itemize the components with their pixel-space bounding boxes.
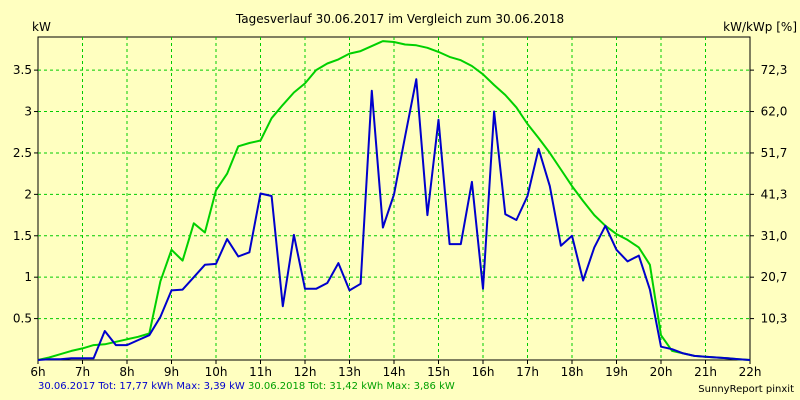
x-tick-label: 20h bbox=[650, 365, 673, 379]
x-tick-label: 11h bbox=[249, 365, 272, 379]
x-tick-label: 19h bbox=[605, 365, 628, 379]
y-right-tick-label: 72,3 bbox=[761, 63, 788, 77]
y-right-tick-label: 10,3 bbox=[761, 312, 788, 326]
y-right-tick-label: 51,7 bbox=[761, 146, 788, 160]
y-left-tick-label: 3.5 bbox=[13, 63, 32, 77]
series-line-30.06.2018 bbox=[37, 40, 751, 361]
x-tick-label: 13h bbox=[338, 365, 361, 379]
y-axis-left-label: kW bbox=[32, 20, 51, 34]
y-right-tick-label: 20,7 bbox=[761, 270, 788, 284]
x-tick-label: 7h bbox=[75, 365, 90, 379]
tick-labels: 6h 7h 8h 9h 10h 11h 12h 13h 14h 15h 16h 17h 18h 19h 20… bbox=[13, 63, 787, 379]
x-tick-label: 12h bbox=[294, 365, 317, 379]
series-line-30.06.2017 bbox=[37, 78, 751, 361]
y-right-tick-label: 41,3 bbox=[761, 187, 788, 201]
y-right-tick-label: 31,0 bbox=[761, 229, 788, 243]
x-tick-label: 17h bbox=[516, 365, 539, 379]
y-left-tick-label: 2 bbox=[24, 187, 32, 201]
x-tick-label: 16h bbox=[472, 365, 495, 379]
legend-entry-2018: 30.06.2018 Tot: 31,42 kWh Max: 3,86 kW bbox=[247, 381, 455, 392]
legend-footer: 30.06.2017 Tot: 17,77 kWh Max: 3,39 kW 3… bbox=[38, 381, 455, 393]
y-right-tick-label: 62,0 bbox=[761, 105, 788, 119]
y-left-tick-label: 1.5 bbox=[13, 229, 32, 243]
x-tick-label: 10h bbox=[205, 365, 228, 379]
x-tick-label: 6h bbox=[30, 365, 45, 379]
x-tick-label: 14h bbox=[383, 365, 406, 379]
chart-title: Tagesverlauf 30.06.2017 im Vergleich zum… bbox=[235, 12, 564, 26]
x-tick-label: 21h bbox=[694, 365, 717, 379]
y-left-tick-label: 3 bbox=[24, 105, 32, 119]
x-tick-label: 22h bbox=[739, 365, 762, 379]
plot-area bbox=[37, 36, 751, 361]
x-tick-label: 8h bbox=[119, 365, 134, 379]
x-tick-label: 15h bbox=[427, 365, 450, 379]
x-tick-label: 9h bbox=[164, 365, 179, 379]
y-axis-right-label: kW/kWp [%] bbox=[723, 20, 797, 34]
credit-text: SunnyReport pinxit bbox=[698, 384, 794, 395]
legend-entry-2017: 30.06.2017 Tot: 17,77 kWh Max: 3,39 kW bbox=[38, 381, 245, 392]
x-tick-label: 18h bbox=[561, 365, 584, 379]
y-left-tick-label: 2.5 bbox=[13, 146, 32, 160]
y-left-tick-label: 0.5 bbox=[13, 312, 32, 326]
series-group bbox=[37, 40, 751, 361]
y-left-tick-label: 1 bbox=[24, 270, 32, 284]
